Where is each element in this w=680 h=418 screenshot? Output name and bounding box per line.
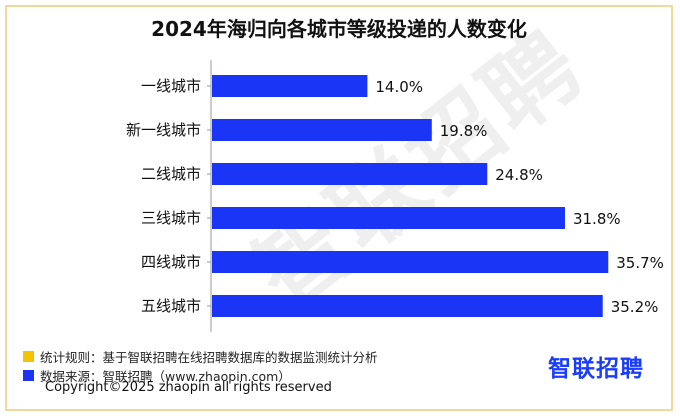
data-label: 31.8% [573,210,621,228]
category-label: 一线城市 [141,77,201,95]
data-label: 35.7% [616,254,664,272]
bar [212,251,609,273]
data-label: 19.8% [440,122,488,140]
copyright-text: Copyright©2025 zhaopin all rights reserv… [45,380,332,395]
note-yellow-square-icon [23,351,34,362]
category-label: 三线城市 [141,209,201,227]
chart-title: 2024年海归向各城市等级投递的人数变化 [151,17,527,41]
bar [212,75,368,97]
bar [212,207,565,229]
note-statistics-rule-text: 统计规则：基于智联招聘在线招聘数据库的数据监测统计分析 [40,350,378,365]
bar [212,163,488,185]
bar [212,119,432,141]
chart-frame: 2024年海归向各城市等级投递的人数变化 智联招聘 一线城市新一线城市二线城市三… [5,5,673,411]
category-label: 四线城市 [141,253,201,271]
note-data-source: 数据来源：智联招聘（www.zhaopin.com） [23,366,291,385]
bar [212,295,603,317]
data-label: 24.8% [495,166,543,184]
note-data-source-text: 数据来源：智联招聘（www.zhaopin.com） [40,369,291,384]
category-label: 二线城市 [141,165,201,183]
data-label: 35.2% [611,298,659,316]
category-label: 五线城市 [141,297,201,315]
category-label: 新一线城市 [126,121,201,139]
note-statistics-rule: 统计规则：基于智联招聘在线招聘数据库的数据监测统计分析 [23,347,378,366]
note-blue-square-icon [23,370,34,381]
zhaopin-logo: 智联招聘 [548,356,644,382]
data-label: 14.0% [375,78,423,96]
